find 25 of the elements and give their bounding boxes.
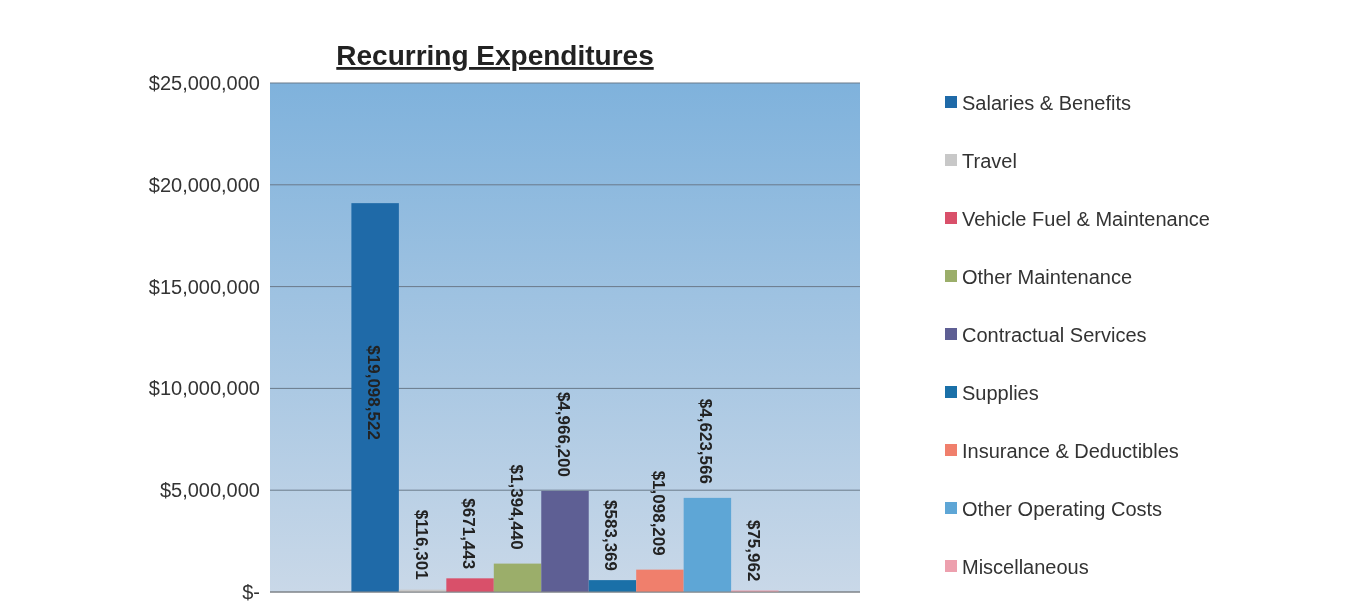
data-label: $4,623,566 xyxy=(696,398,716,484)
y-tick-label: $20,000,000 xyxy=(148,173,260,196)
y-tick-label: $10,000,000 xyxy=(148,377,260,400)
legend-label: Other Operating Costs xyxy=(962,498,1163,520)
legend-label: Contractual Services xyxy=(962,324,1147,346)
data-label: $671,443 xyxy=(459,498,479,570)
data-label: $1,098,209 xyxy=(648,470,668,556)
legend-label: Travel xyxy=(962,150,1017,172)
y-tick-label: $5,000,000 xyxy=(159,479,260,502)
legend-label: Vehicle Fuel & Maintenance xyxy=(962,208,1210,230)
data-label: $583,369 xyxy=(601,500,621,572)
y-tick-label: $15,000,000 xyxy=(148,275,260,298)
data-label: $19,098,522 xyxy=(364,345,384,440)
legend-label: Salaries & Benefits xyxy=(962,92,1131,114)
chart-title: Recurring Expenditures xyxy=(336,40,654,71)
legend-label: Other Maintenance xyxy=(962,266,1133,288)
data-label: $4,966,200 xyxy=(554,391,573,477)
data-label: $116,301 xyxy=(411,509,431,580)
y-tick-label: $25,000,000 xyxy=(148,72,260,94)
legend-label: Supplies xyxy=(962,382,1039,404)
data-label: $75,962 xyxy=(743,519,763,582)
legend-label: Insurance & Deductibles xyxy=(962,440,1179,462)
y-tick-label: $- xyxy=(242,581,260,603)
legend-label: Miscellaneous xyxy=(962,556,1089,578)
data-label: $1,394,440 xyxy=(506,464,526,550)
